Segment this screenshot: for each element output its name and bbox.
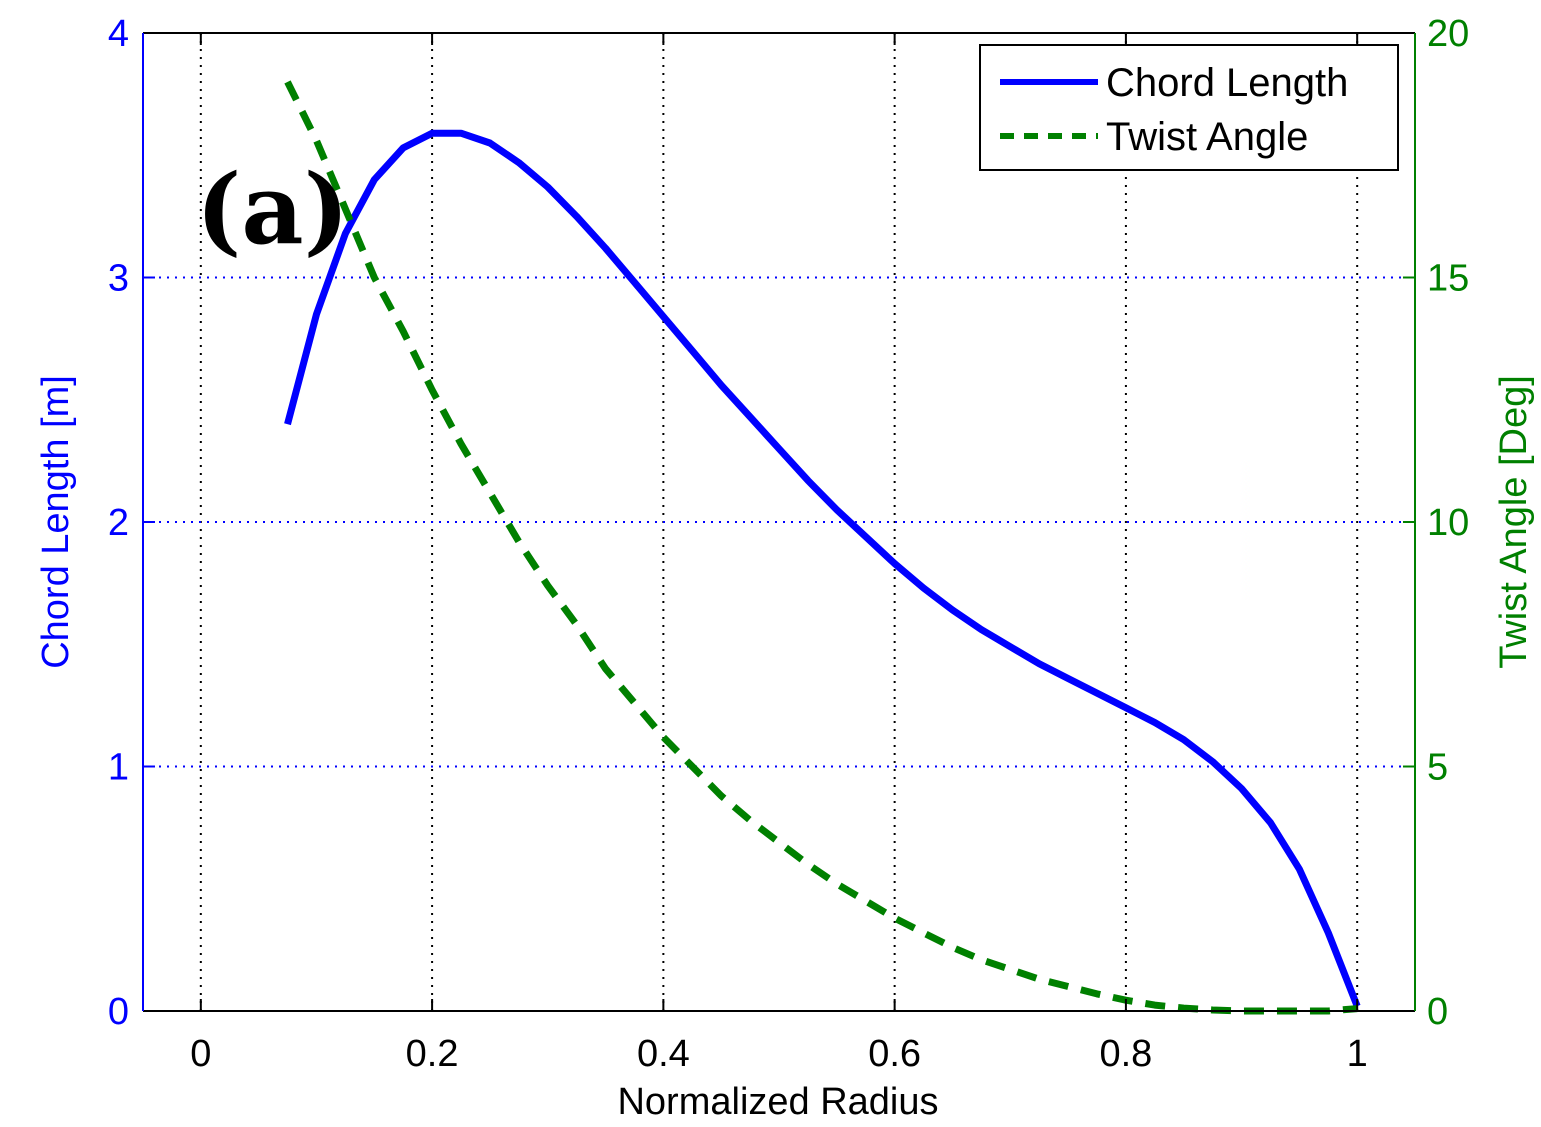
y-right-tick-label: 0 bbox=[1427, 991, 1448, 1033]
legend-label-chord: Chord Length bbox=[1106, 61, 1348, 105]
x-tick-label: 1 bbox=[1347, 1033, 1368, 1075]
y-left-tick-label: 1 bbox=[108, 747, 129, 789]
x-tick-label: 0.6 bbox=[868, 1033, 921, 1075]
y-left-tick-label: 4 bbox=[108, 13, 129, 55]
y-left-tick-label: 3 bbox=[108, 258, 129, 300]
plot-background bbox=[143, 33, 1415, 1011]
legend-box bbox=[979, 44, 1399, 171]
x-tick-label: 0.2 bbox=[406, 1033, 459, 1075]
y-right-tick-label: 5 bbox=[1427, 747, 1448, 789]
y-left-tick-label: 0 bbox=[108, 991, 129, 1033]
axes bbox=[142, 32, 1416, 1012]
x-tick-label: 0.8 bbox=[1099, 1033, 1152, 1075]
legend: Chord Length Twist Angle bbox=[979, 44, 1399, 171]
y-right-tick-label: 10 bbox=[1427, 502, 1469, 544]
y-axis-right-title: Twist Angle [Deg] bbox=[1493, 375, 1535, 669]
grid-lines bbox=[143, 33, 1415, 1011]
y-right-tick-label: 20 bbox=[1427, 13, 1469, 55]
y-axis-left-title: Chord Length [m] bbox=[35, 375, 77, 669]
legend-label-twist: Twist Angle bbox=[1106, 115, 1308, 159]
series-lines bbox=[284, 80, 1361, 1015]
x-tick-label: 0.4 bbox=[637, 1033, 690, 1075]
panel-label: (a) bbox=[196, 153, 349, 266]
chord-length-line bbox=[284, 129, 1361, 1008]
y-left-tick-label: 2 bbox=[108, 502, 129, 544]
twist-angle-line bbox=[284, 80, 1358, 1015]
x-tick-label: 0 bbox=[190, 1033, 211, 1075]
y-right-tick-label: 15 bbox=[1427, 258, 1469, 300]
x-axis-title: Normalized Radius bbox=[617, 1081, 938, 1123]
